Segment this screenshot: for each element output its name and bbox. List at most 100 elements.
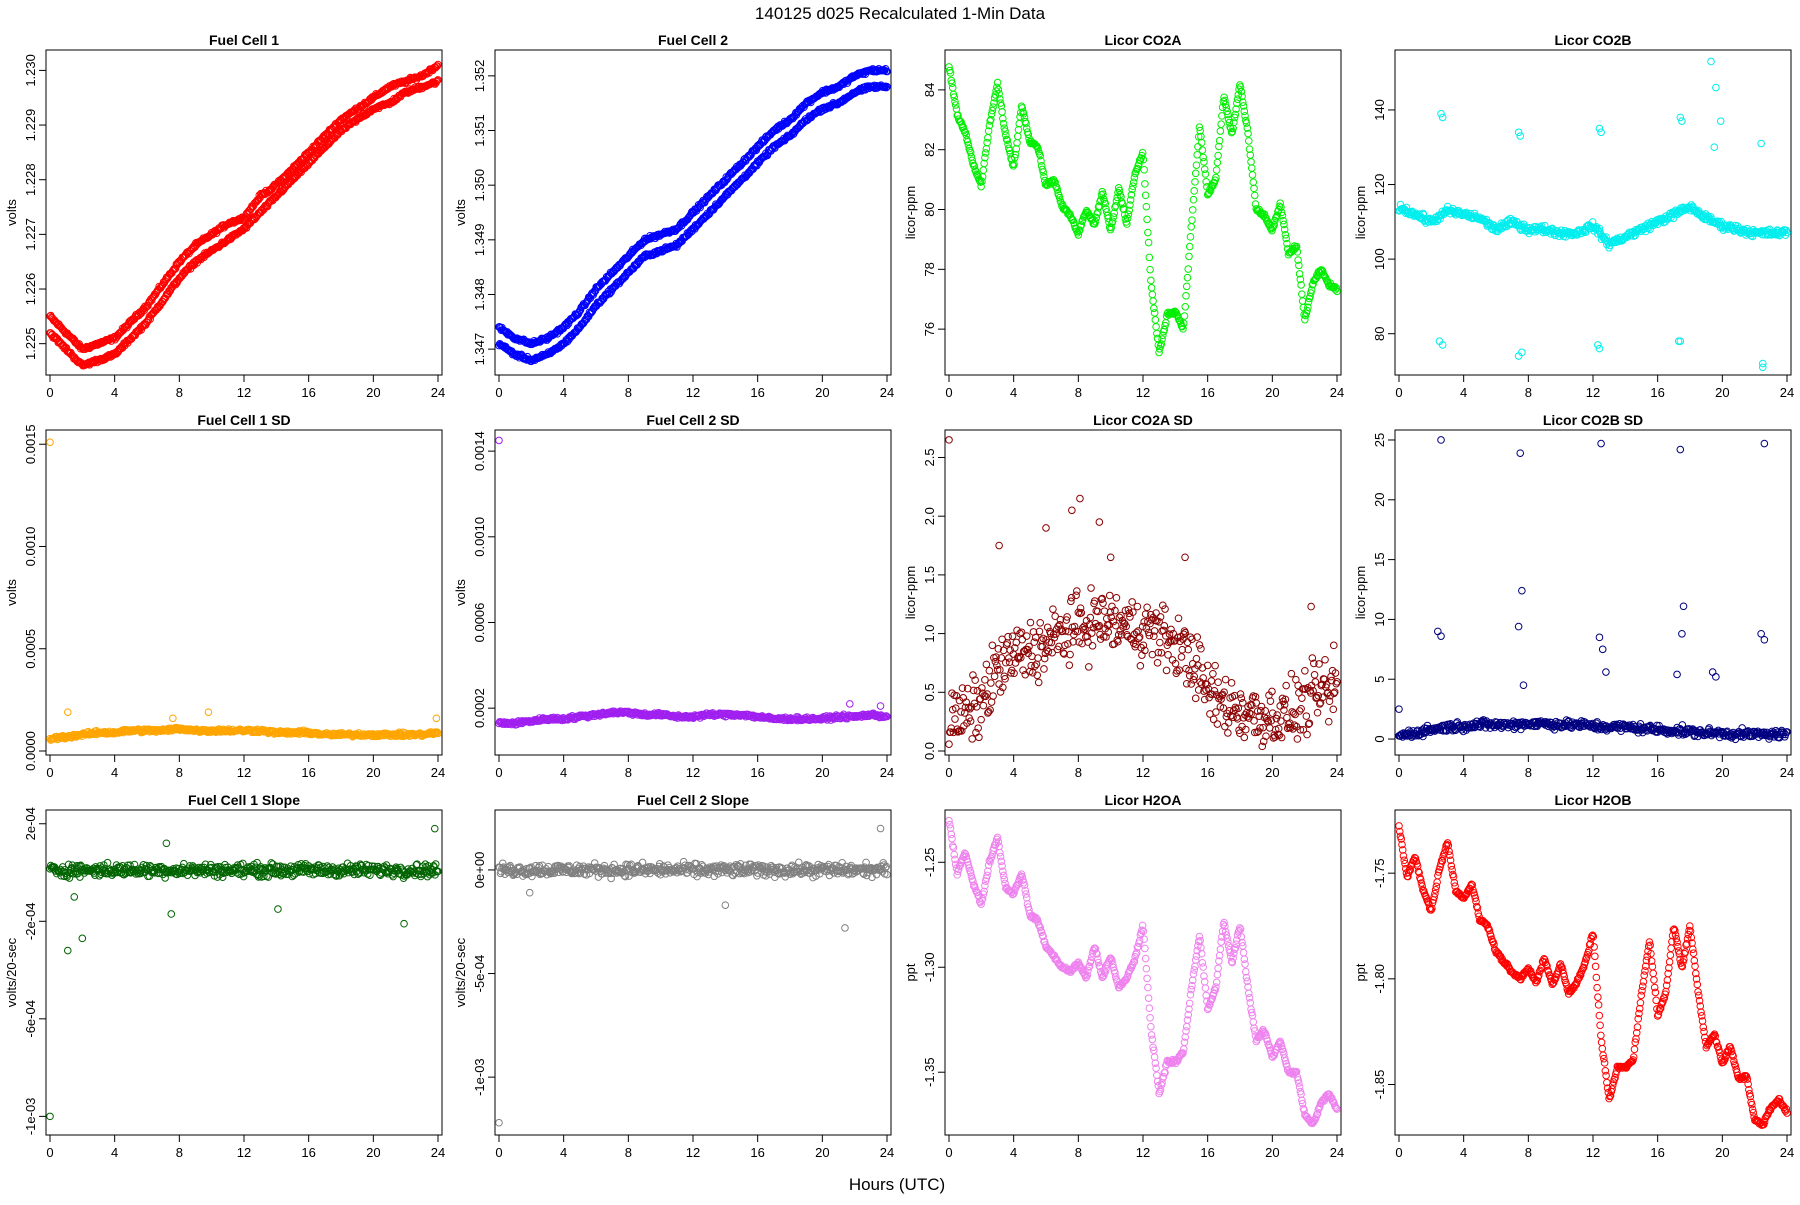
y-tick-label: 1.227 (23, 218, 38, 251)
data-point (1153, 323, 1160, 330)
panel-title: Licor CO2A SD (1093, 412, 1193, 428)
data-point (1212, 662, 1219, 669)
data-point (1303, 713, 1310, 720)
data-point (1154, 660, 1161, 667)
x-tick-label: 20 (1715, 765, 1729, 780)
data-point (1035, 679, 1042, 686)
y-tick-label: 1.230 (23, 54, 38, 87)
x-tick-label: 4 (560, 765, 567, 780)
outlier-point (946, 437, 953, 444)
data-point (1103, 615, 1110, 622)
x-tick-label: 16 (1650, 385, 1664, 400)
x-tick-label: 8 (176, 765, 183, 780)
x-axis-label: Hours (UTC) (849, 1175, 945, 1194)
data-point (1187, 634, 1194, 641)
data-point (1251, 192, 1258, 199)
data-point (1192, 179, 1199, 186)
data-point (1100, 600, 1107, 607)
y-tick-label: 0.0010 (472, 517, 487, 557)
y-tick-label: 1.229 (23, 109, 38, 142)
data-points (47, 439, 442, 744)
data-point (1019, 636, 1026, 643)
outlier-point (1043, 525, 1050, 532)
data-point (1144, 216, 1151, 223)
data-point (1222, 723, 1229, 730)
x-tick-label: 20 (366, 765, 380, 780)
x-tick-label: 4 (560, 385, 567, 400)
data-point (1225, 730, 1232, 737)
panel-title: Fuel Cell 2 (658, 32, 728, 48)
data-points (946, 64, 1341, 356)
y-tick-label: 0.0006 (472, 603, 487, 643)
data-point (1188, 224, 1195, 231)
outlier-point (1096, 519, 1103, 526)
data-point (947, 70, 954, 77)
data-point (969, 736, 976, 743)
data-point (1215, 152, 1222, 159)
data-point (1283, 682, 1290, 689)
data-point (1152, 317, 1159, 324)
data-point (1299, 291, 1306, 298)
data-point (1145, 229, 1152, 236)
data-point (1330, 706, 1337, 713)
data-point (1134, 603, 1141, 610)
x-tick-label: 0 (945, 385, 952, 400)
y-tick-label: 5 (1372, 676, 1387, 683)
y-tick-label: 2.0 (922, 507, 937, 525)
data-point (1312, 679, 1319, 686)
x-tick-label: 4 (111, 385, 118, 400)
data-point (1248, 159, 1255, 166)
data-point (1189, 217, 1196, 224)
y-tick-label: 1.5 (922, 566, 937, 584)
plot-frame (46, 50, 442, 375)
y-axis-label: volts (453, 199, 468, 226)
x-tick-label: 4 (1010, 765, 1017, 780)
data-point (1288, 670, 1295, 677)
x-tick-label: 16 (301, 385, 315, 400)
data-point (946, 741, 953, 748)
outlier-point (1758, 140, 1765, 147)
data-point (1183, 283, 1190, 290)
data-point (1148, 277, 1155, 284)
outlier-point (1713, 84, 1720, 91)
panel-title: Fuel Cell 2 SD (646, 412, 739, 428)
x-tick-label: 24 (1330, 385, 1344, 400)
y-tick-label: 82 (922, 142, 937, 156)
y-tick-label: 0.0002 (472, 688, 487, 728)
data-point (949, 85, 956, 92)
data-point (952, 716, 959, 723)
data-point (1142, 192, 1149, 199)
x-tick-label: 0 (945, 765, 952, 780)
data-point (953, 106, 960, 113)
data-point (1037, 619, 1044, 626)
panel-title: Licor CO2A (1104, 32, 1181, 48)
x-tick-label: 4 (1010, 385, 1017, 400)
y-tick-label: 80 (1372, 326, 1387, 340)
y-tick-label: 0.0000 (23, 731, 38, 771)
data-point (1027, 619, 1034, 626)
data-point (1157, 639, 1164, 646)
y-tick-label: 1.225 (23, 327, 38, 360)
data-point (1014, 140, 1021, 147)
data-point (1193, 655, 1200, 662)
x-tick-label: 12 (686, 385, 700, 400)
data-point (990, 693, 997, 700)
data-point (1145, 239, 1152, 246)
data-point (983, 145, 990, 152)
outlier-point (1107, 554, 1114, 561)
data-point (1175, 615, 1182, 622)
data-point (1204, 662, 1211, 669)
panel-title: Licor CO2B (1554, 32, 1631, 48)
y-tick-label: 15 (1372, 552, 1387, 566)
x-tick-label: 24 (1330, 765, 1344, 780)
data-points (496, 437, 891, 728)
data-point (1178, 654, 1185, 661)
x-tick-label: 24 (880, 765, 894, 780)
data-point (1245, 138, 1252, 145)
data-point (1015, 126, 1022, 133)
outlier-point (496, 437, 503, 444)
data-point (1143, 203, 1150, 210)
data-point (1196, 642, 1203, 649)
